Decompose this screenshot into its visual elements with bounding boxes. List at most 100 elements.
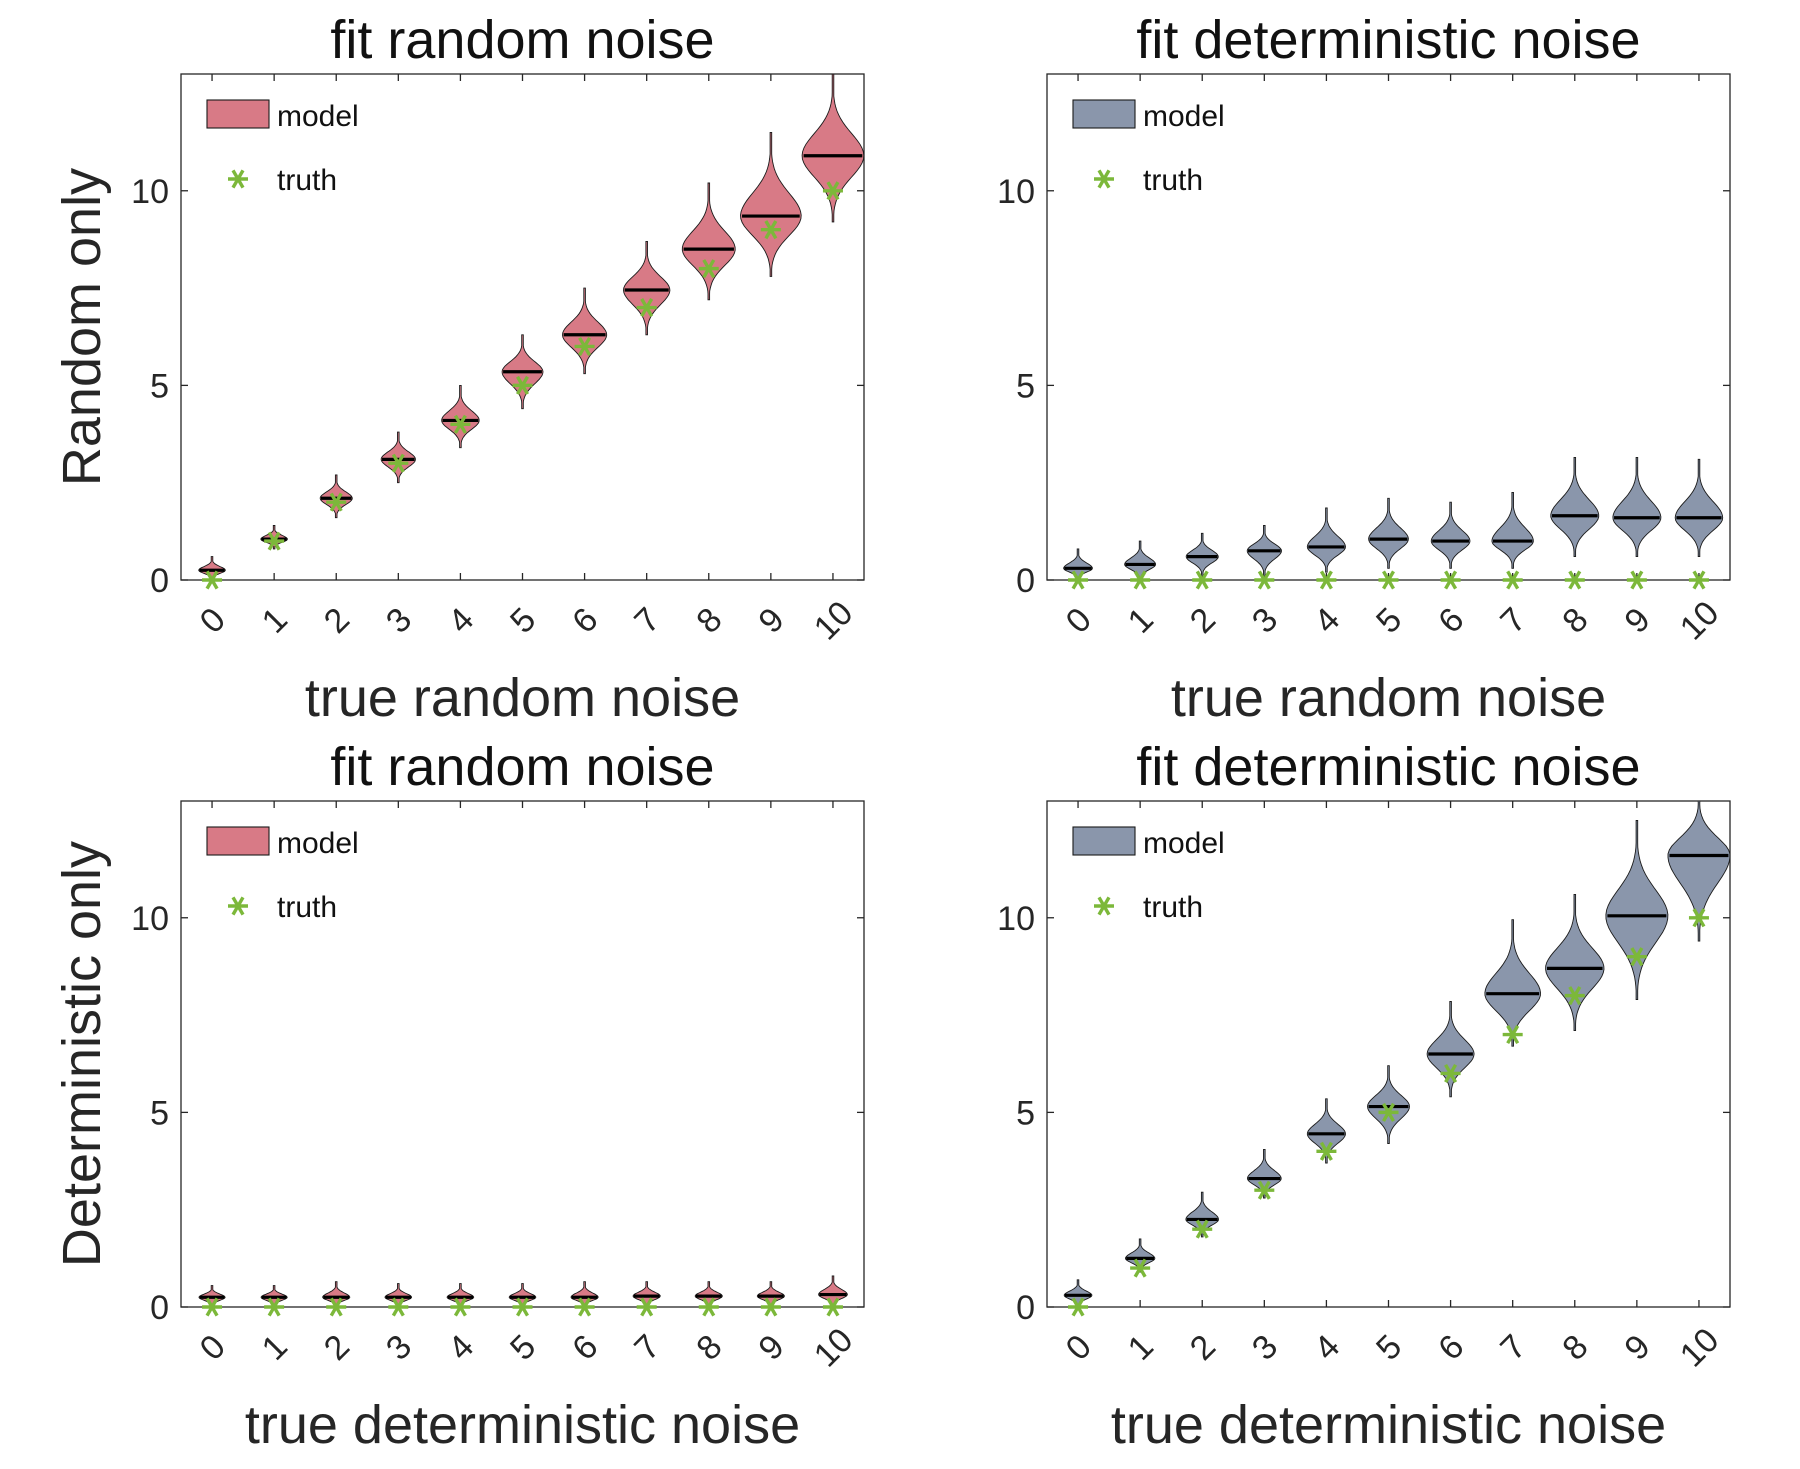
legend-truth-marker	[1094, 896, 1114, 916]
y-tick-label: 5	[150, 367, 169, 405]
violin-body	[260, 525, 288, 550]
truth-point	[450, 1297, 471, 1317]
truth-point	[1068, 1297, 1089, 1317]
plot-area	[1046, 800, 1731, 1308]
violin-body	[198, 556, 226, 580]
truth-stroke	[267, 531, 281, 551]
truth-point	[574, 336, 595, 356]
truth-point	[1316, 570, 1337, 590]
x-tick-label: 3	[379, 1328, 419, 1368]
x-tick-label: 1	[1121, 1328, 1161, 1368]
violin-body	[562, 287, 608, 375]
truth-stroke	[1444, 1063, 1458, 1083]
truth-point	[822, 181, 843, 201]
violin-body	[623, 240, 671, 336]
legend-model-label: model	[277, 100, 359, 133]
x-axis-label: true deterministic noise	[1111, 1395, 1666, 1455]
truth-point	[1254, 570, 1275, 590]
plot-area	[1046, 73, 1731, 581]
x-tick-label: 5	[1369, 1328, 1409, 1368]
y-tick-label: 10	[131, 173, 169, 211]
legend: model truth	[206, 826, 359, 924]
truth-stroke	[516, 1297, 529, 1317]
chart-title: fit deterministic noise	[1136, 10, 1640, 70]
violin-body	[1124, 540, 1157, 580]
violin-body	[1063, 548, 1093, 580]
x-tick-label: 10	[1673, 1321, 1727, 1375]
truth-point	[1626, 947, 1647, 967]
truth-point	[1254, 1180, 1275, 1200]
truth-stroke	[1568, 986, 1582, 1006]
violin-body	[1185, 1191, 1219, 1238]
truth-point	[264, 531, 285, 551]
violin-body	[1430, 501, 1471, 569]
legend: model truth	[206, 99, 359, 197]
x-tick-label: 8	[689, 1328, 729, 1368]
y-axis-label: Random only	[52, 168, 112, 486]
truth-point	[1192, 570, 1213, 590]
legend-model-label: model	[1143, 100, 1225, 133]
violin-body	[801, 74, 864, 223]
violin-body	[380, 431, 416, 484]
truth-stroke	[1506, 570, 1520, 590]
truth-stroke	[826, 181, 840, 201]
truth-stroke	[1382, 1102, 1395, 1122]
truth-point	[1564, 986, 1585, 1006]
legend: model truth	[1072, 99, 1225, 197]
x-tick-label: 4	[441, 601, 481, 641]
legend-model-label: model	[277, 827, 359, 860]
truth-stroke	[702, 1297, 716, 1317]
truth-point	[1130, 1258, 1151, 1278]
legend-truth-marker	[228, 169, 248, 189]
truth-stroke	[640, 298, 654, 318]
plot-area	[180, 800, 865, 1308]
truth-point	[388, 1297, 409, 1317]
violin-body	[1612, 456, 1662, 558]
legend-model-swatch	[206, 99, 270, 129]
x-tick-label: 1	[255, 1328, 295, 1368]
truth-stroke	[205, 570, 219, 590]
truth-stroke	[1506, 1025, 1520, 1045]
x-tick-label: 5	[1369, 601, 1409, 641]
y-tick-label: 0	[1016, 562, 1035, 600]
violin-body	[446, 1283, 475, 1307]
truth-stroke	[1319, 1141, 1333, 1161]
truth-stroke	[764, 1297, 778, 1317]
x-tick-label: 8	[1555, 1328, 1595, 1368]
violin-body	[1367, 1065, 1410, 1144]
violin-body	[508, 1283, 537, 1307]
chart-title: fit random noise	[330, 10, 714, 70]
truth-stroke	[764, 220, 778, 240]
truth-stroke	[391, 453, 405, 473]
y-tick-label: 10	[997, 173, 1035, 211]
truth-stroke	[1133, 570, 1147, 590]
truth-stroke	[1444, 570, 1458, 590]
x-tick-label: 3	[1245, 601, 1285, 641]
truth-point	[1502, 570, 1523, 590]
x-axis-label: true deterministic noise	[245, 1395, 800, 1455]
violin-group	[1063, 801, 1730, 1307]
violin-group	[198, 74, 864, 580]
x-tick-label: 1	[255, 601, 295, 641]
truth-stroke	[1071, 1297, 1085, 1317]
violin-body	[1491, 491, 1534, 569]
legend-truth-label: truth	[277, 164, 337, 197]
x-tick-label: 5	[503, 601, 543, 641]
truth-stroke	[640, 1297, 654, 1317]
x-tick-label: 8	[1555, 601, 1595, 641]
violin-body	[694, 1281, 723, 1307]
truth-stroke	[516, 375, 529, 395]
y-tick-label: 0	[150, 1289, 169, 1327]
truth-point	[1502, 1025, 1523, 1045]
legend-truth-stroke	[231, 169, 245, 189]
violin-body	[319, 474, 353, 519]
truth-stroke	[1630, 570, 1644, 590]
violin-body	[1306, 1098, 1346, 1164]
y-axis-label: Deterministic only	[52, 841, 112, 1267]
truth-point	[1068, 570, 1089, 590]
truth-stroke	[1692, 570, 1706, 590]
truth-stroke	[578, 1297, 592, 1317]
truth-point	[1564, 570, 1585, 590]
